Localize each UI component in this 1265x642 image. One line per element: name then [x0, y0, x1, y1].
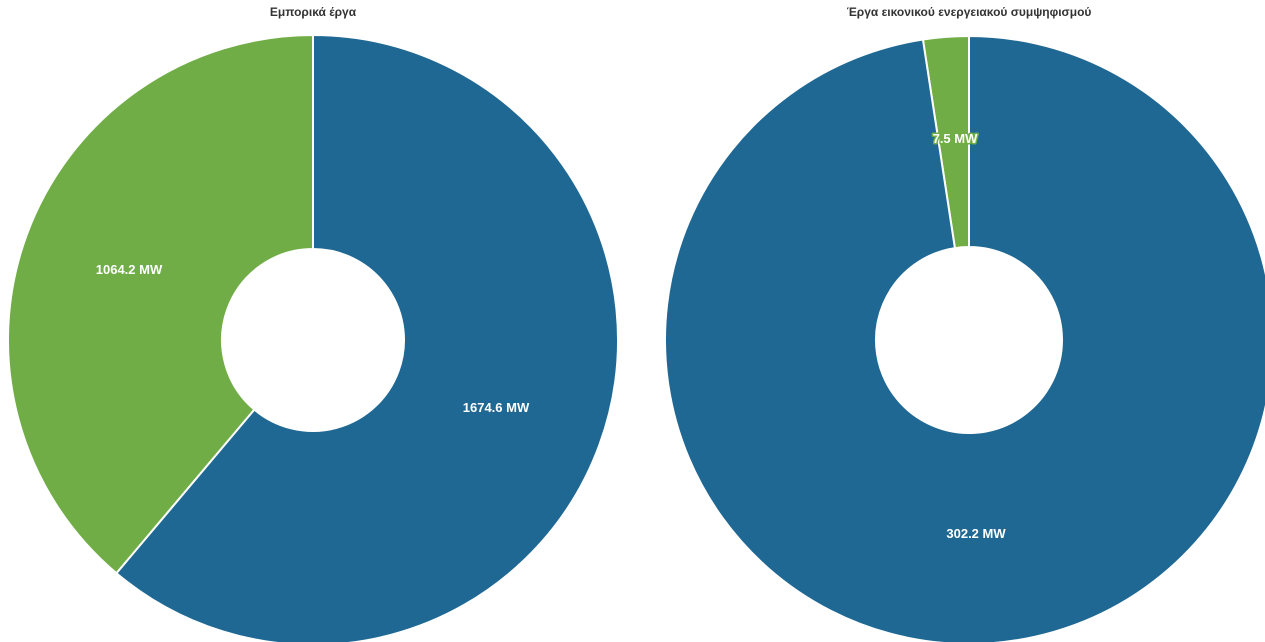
chart-title-virtual-net-metering: Έργα εικονικού ενεργειακού συμψηφισμού [847, 5, 1092, 19]
slice-commercial-blue-label: 1674.6 MW [463, 400, 530, 415]
slice-commercial-green[interactable] [7, 34, 314, 575]
commercial-projects-donut: Εμπορικά έργα 1674.6 MW 1064.2 MW [7, 5, 619, 642]
virtual-net-metering-donut: Έργα εικονικού ενεργειακού συμψηφισμού 3… [664, 5, 1265, 642]
slice-vnm-green-label: 7.5 MW [933, 131, 979, 146]
slice-vnm-blue-label: 302.2 MW [946, 526, 1006, 541]
slice-commercial-blue[interactable] [115, 34, 619, 642]
slice-vnm-blue[interactable] [664, 35, 1265, 642]
slice-commercial-green-label: 1064.2 MW [96, 262, 163, 277]
chart-title-commercial: Εμπορικά έργα [270, 5, 357, 19]
